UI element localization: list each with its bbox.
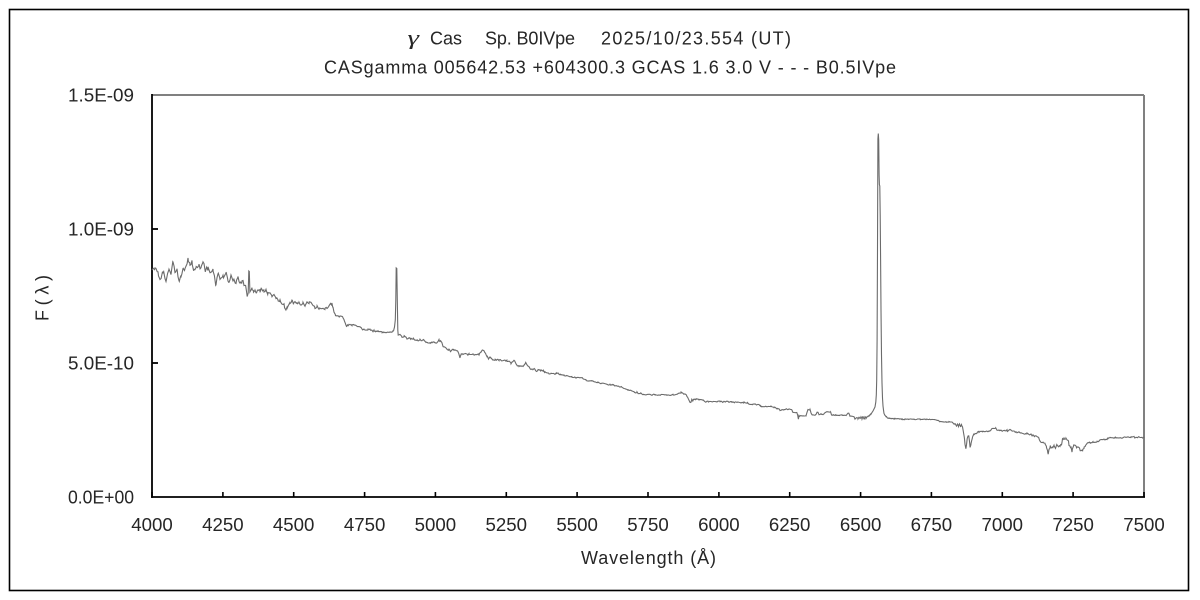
- svg-text:5.0E-10: 5.0E-10: [68, 353, 134, 373]
- svg-text:7500: 7500: [1123, 515, 1165, 535]
- svg-text:Sp. B0IVpe: Sp. B0IVpe: [485, 29, 575, 49]
- svg-text:CASgamma 005642.53 +604300.3 G: CASgamma 005642.53 +604300.3 GCAS 1.6 3.…: [324, 58, 896, 78]
- svg-text:2025/10/23.554 (UT): 2025/10/23.554 (UT): [601, 29, 791, 49]
- svg-text:Wavelength (Å): Wavelength (Å): [581, 548, 716, 568]
- svg-text:6500: 6500: [840, 515, 882, 535]
- svg-text:6000: 6000: [698, 515, 740, 535]
- svg-text:γ: γ: [408, 28, 421, 50]
- svg-text:1.0E-09: 1.0E-09: [68, 219, 134, 239]
- svg-text:4750: 4750: [344, 515, 386, 535]
- svg-text:5000: 5000: [415, 515, 457, 535]
- svg-text:4500: 4500: [273, 515, 315, 535]
- svg-text:4000: 4000: [131, 515, 173, 535]
- svg-text:Cas: Cas: [430, 29, 462, 49]
- svg-text:4250: 4250: [202, 515, 244, 535]
- svg-text:5250: 5250: [486, 515, 528, 535]
- svg-text:6250: 6250: [769, 515, 811, 535]
- svg-text:7250: 7250: [1052, 515, 1094, 535]
- svg-text:7000: 7000: [982, 515, 1024, 535]
- svg-text:6750: 6750: [911, 515, 953, 535]
- svg-text:5750: 5750: [627, 515, 669, 535]
- svg-text:1.5E-09: 1.5E-09: [68, 85, 134, 105]
- svg-text:5500: 5500: [556, 515, 598, 535]
- svg-text:0.0E+00: 0.0E+00: [68, 487, 134, 507]
